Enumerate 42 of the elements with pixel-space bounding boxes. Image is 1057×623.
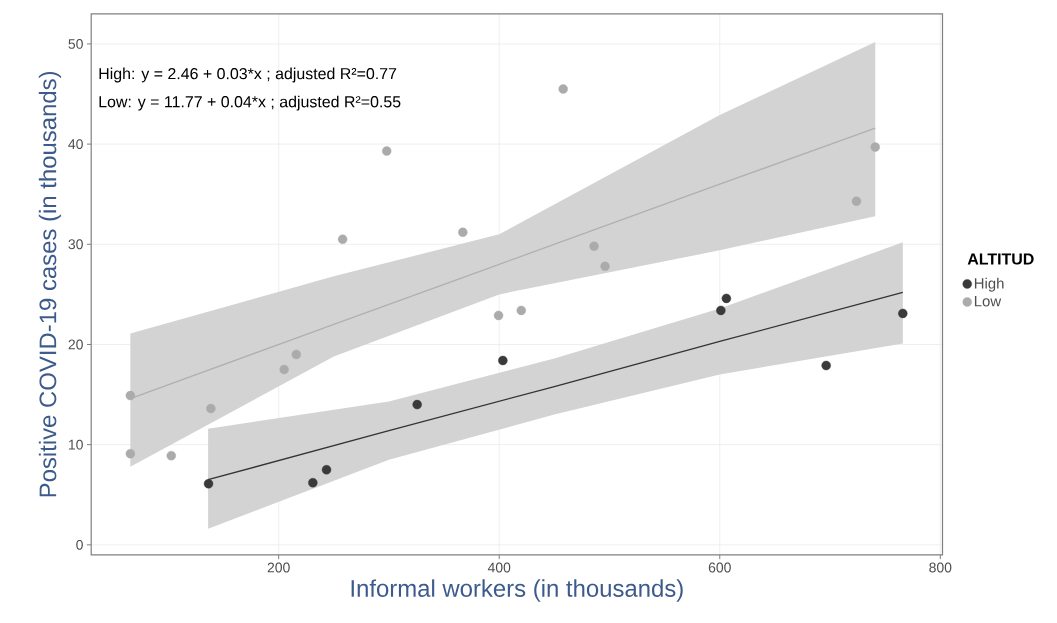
y-tick-label: 30 (68, 239, 83, 250)
annotation: High: y = 2.46 + 0.03*x ; adjusted R²=0.77 (99, 67, 397, 83)
point (898, 308, 908, 319)
point (291, 349, 302, 360)
point (308, 478, 318, 488)
y-tick-label: 40 (68, 139, 83, 150)
point (337, 234, 348, 244)
point (125, 448, 136, 459)
y-tick-label: 0 (76, 539, 83, 550)
y-tick-label: 20 (68, 339, 83, 350)
point (589, 241, 599, 251)
annotation: Low: y = 11.77 + 0.04*x ; adjusted R²=0.55 (99, 95, 401, 111)
point (203, 479, 214, 489)
point (206, 403, 216, 414)
point (458, 227, 468, 237)
y-axis-title: Positive COVID-19 cases (in thousands) (38, 71, 62, 497)
point (870, 142, 880, 152)
point (498, 355, 508, 366)
x-tick-label: 200 (267, 562, 290, 573)
point (600, 261, 610, 272)
point (821, 360, 831, 371)
point (166, 450, 176, 461)
point (321, 465, 332, 475)
x-tick-label: 400 (487, 562, 511, 573)
legend-label: Low (974, 296, 1002, 307)
legend-label: High (974, 277, 1004, 292)
point (716, 305, 726, 316)
point (721, 293, 732, 304)
x-tick-label: 600 (708, 562, 731, 573)
point (558, 84, 568, 94)
point (493, 310, 504, 321)
point (382, 146, 392, 156)
point (279, 364, 289, 375)
point (412, 399, 422, 410)
x-tick-label: 800 (929, 562, 952, 573)
x-axis-title: Informal workers (in thousands) (351, 579, 683, 602)
legend-title: ALTITUD (967, 253, 1034, 265)
point (516, 305, 526, 316)
y-tick-label: 50 (68, 38, 83, 49)
y-tick-label: 10 (68, 439, 83, 450)
point (125, 390, 136, 401)
point (851, 196, 862, 206)
